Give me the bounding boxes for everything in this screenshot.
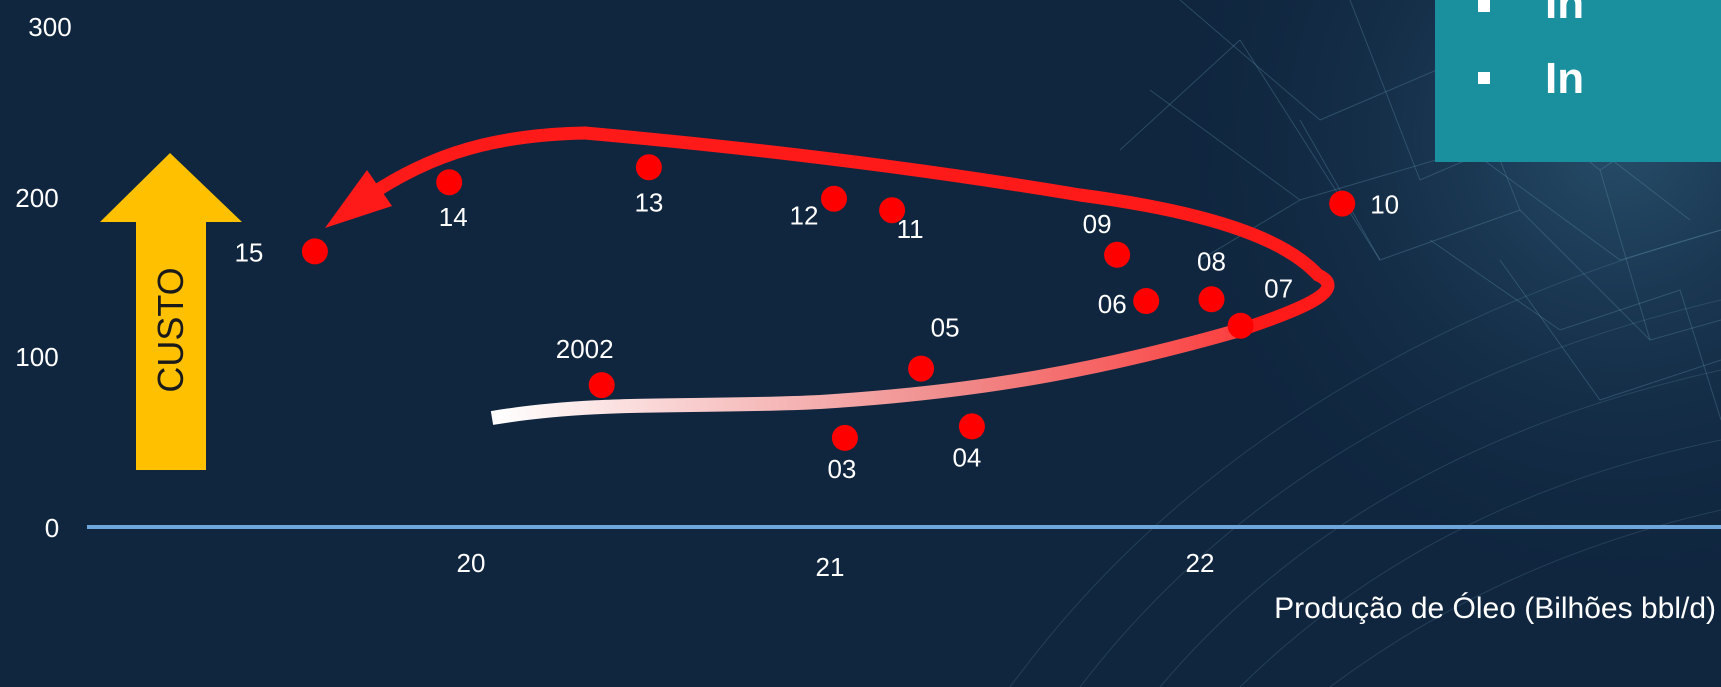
data-point-label: 12: [790, 201, 819, 231]
data-point: [821, 185, 847, 212]
data-point: [436, 169, 463, 196]
data-point: [1227, 312, 1254, 339]
cost-arrow-label: CUSTO: [150, 267, 191, 392]
trajectory-arrowhead: [325, 170, 392, 228]
data-points: [301, 154, 1356, 451]
data-point: [908, 355, 935, 382]
bullet-marker: [1478, 72, 1490, 84]
data-point: [1133, 288, 1160, 314]
y-tick-label: 0: [45, 513, 59, 543]
data-point-label: 10: [1370, 190, 1399, 220]
callout-box: In In: [1435, 0, 1721, 162]
data-point: [1329, 190, 1356, 217]
data-point: [831, 424, 858, 451]
data-point-label: 08: [1197, 246, 1226, 276]
bullet-item-2: In: [1545, 54, 1584, 103]
data-point-labels: 2002 03 04 05 06 07 08 09 10 11 12 13 14 15: [234, 187, 1399, 484]
data-point-label: 2002: [556, 334, 614, 364]
y-tick-label: 300: [28, 12, 71, 42]
data-point-label: 09: [1083, 209, 1112, 239]
x-axis-title: Produção de Óleo (Bilhões bbl/d): [1274, 592, 1716, 625]
data-point-label: 14: [439, 202, 468, 232]
data-point-label: 07: [1264, 274, 1293, 304]
bullet-item-1: In: [1545, 0, 1584, 28]
x-tick-label: 21: [816, 552, 845, 582]
data-point: [588, 372, 615, 399]
data-point: [301, 238, 328, 265]
x-tick-label: 20: [457, 548, 486, 578]
data-point: [879, 197, 906, 224]
data-point-label: 11: [897, 214, 924, 244]
trajectory-arrow-path: [348, 126, 1335, 337]
data-point-label: 13: [634, 187, 663, 217]
data-point: [635, 154, 662, 181]
y-tick-label: 100: [15, 342, 58, 372]
data-point: [1198, 286, 1225, 313]
data-point-label: 03: [827, 454, 856, 484]
data-point: [1104, 241, 1131, 268]
data-point-label: 04: [952, 442, 981, 472]
data-point-label: 15: [234, 237, 263, 267]
x-tick-label: 22: [1186, 548, 1215, 578]
cost-up-arrow: CUSTO: [100, 153, 242, 470]
trajectory-trail: [490, 323, 1242, 425]
data-point: [958, 413, 985, 440]
data-point-label: 05: [931, 313, 960, 343]
y-tick-label: 200: [15, 183, 58, 213]
bullet-marker: [1478, 0, 1490, 12]
data-point-label: 06: [1098, 289, 1127, 319]
